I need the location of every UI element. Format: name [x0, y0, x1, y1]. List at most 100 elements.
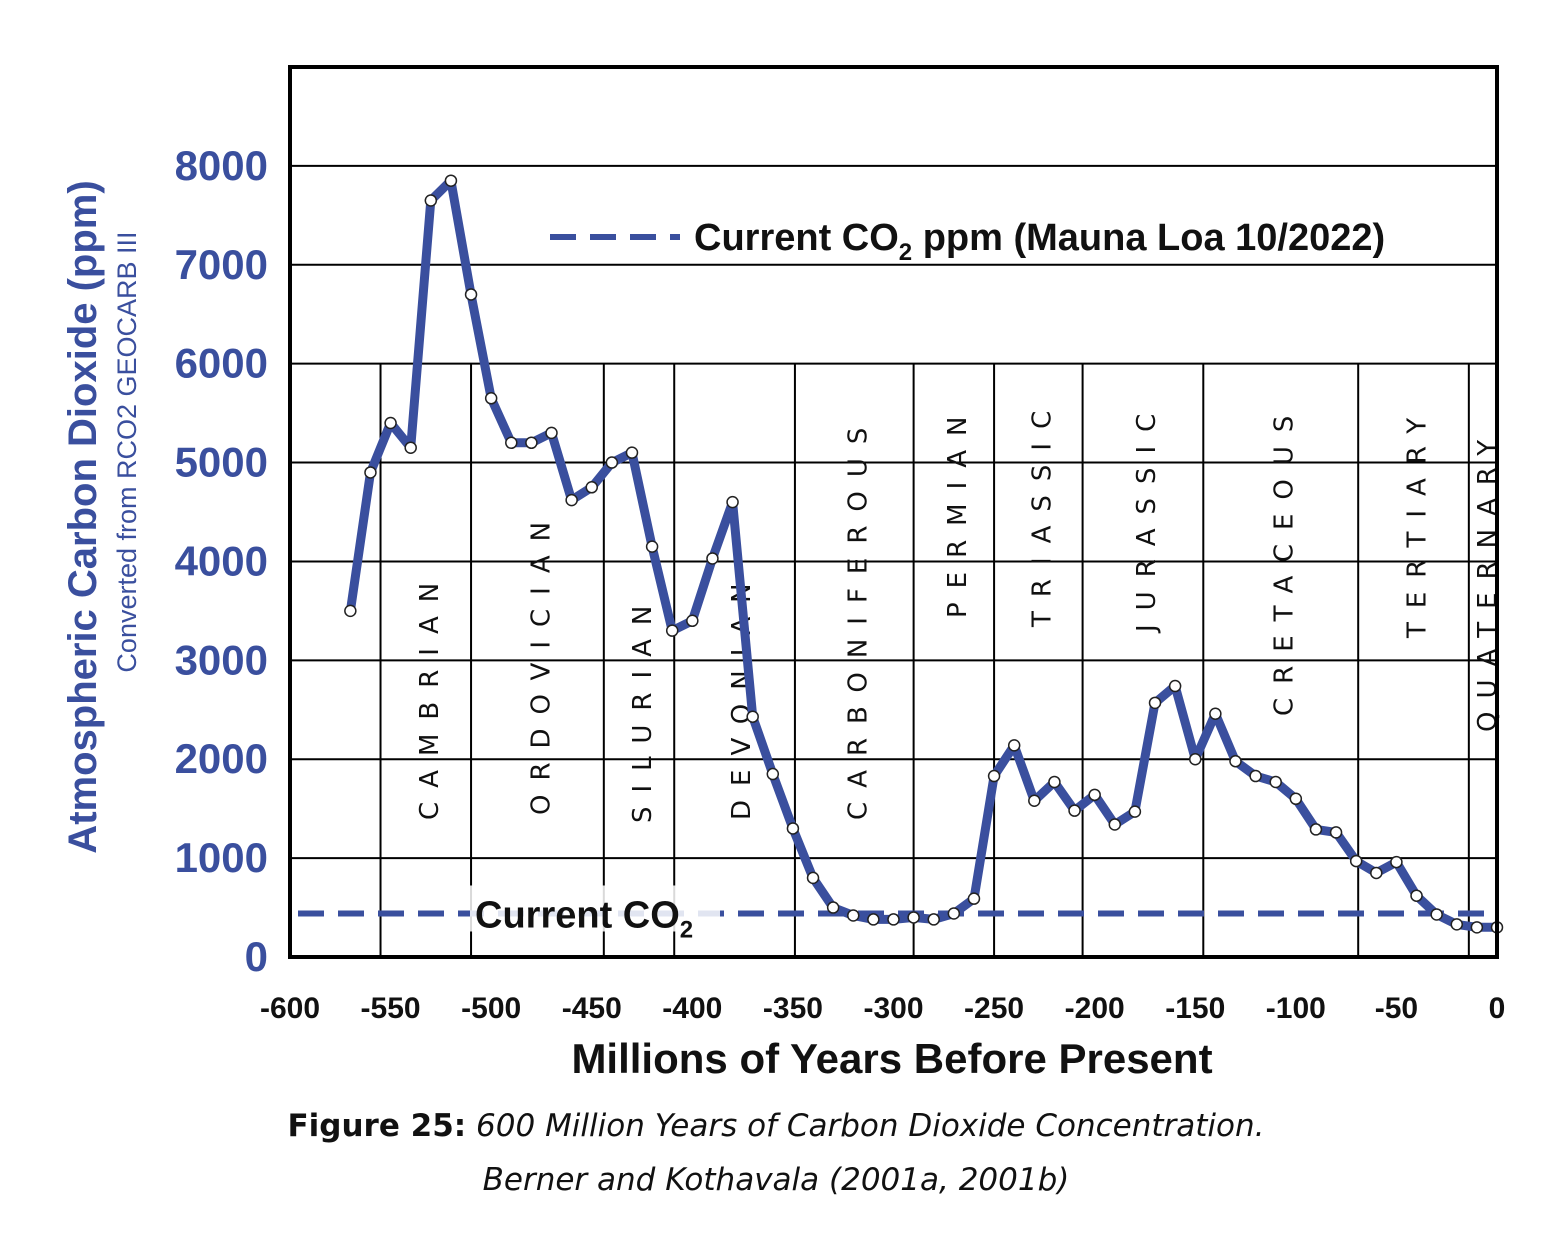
legend-label-suffix: ppm (Mauna Loa 10/2022)	[912, 217, 1385, 259]
co2-data-point	[625, 446, 639, 459]
x-tick-label: -400	[662, 992, 722, 1025]
y-tick-label: 3000	[175, 636, 268, 683]
reference-line-label: Current CO2	[475, 894, 693, 943]
period-label-jurassic: JURASSIC	[1132, 400, 1162, 634]
co2-data-point	[1128, 805, 1142, 818]
period-label-ordovician: ORDOVICIAN	[526, 508, 556, 815]
co2-data-point	[525, 436, 538, 450]
co2-data-point	[726, 495, 739, 509]
reference-layer: Current CO2	[298, 885, 1497, 943]
co2-data-point	[1470, 921, 1484, 934]
co2-data-point	[665, 624, 679, 637]
x-tick-label: 0	[1489, 992, 1506, 1025]
y-tick-label: 6000	[175, 340, 268, 387]
figure-caption-title: 600 Million Years of Carbon Dioxide Conc…	[466, 1108, 1265, 1144]
legend-label: Current CO2 ppm (Mauna Loa 10/2022)	[694, 217, 1385, 266]
plot-frame	[288, 65, 1499, 959]
co2-series-line	[345, 176, 1502, 932]
x-tick-label: -150	[1165, 992, 1225, 1025]
y-tick-label: 0	[245, 933, 268, 980]
co2-data-point	[1068, 804, 1081, 817]
co2-data-point	[1088, 788, 1101, 802]
co2-data-point	[1309, 823, 1323, 836]
period-label-carboniferous: CARBONIFEROUS	[843, 414, 873, 820]
co2-data-point	[1410, 889, 1423, 902]
co2-data-point	[907, 911, 920, 924]
x-tick-label: -600	[260, 992, 320, 1025]
y-tick-label: 5000	[175, 439, 268, 486]
co2-data-point	[1289, 792, 1303, 806]
co2-data-point	[1209, 707, 1222, 720]
figure-caption-source: Berner and Kothavala (2001a, 2001b)	[482, 1162, 1070, 1198]
co2-data-point	[1390, 855, 1403, 869]
co2-data-point	[585, 481, 598, 494]
period-label-cambrian: CAMBRIAN	[415, 569, 445, 820]
legend-label-sub: 2	[899, 239, 912, 266]
co2-data-point	[847, 909, 860, 922]
co2-data-point	[1148, 696, 1162, 710]
co2-data-point	[484, 392, 498, 405]
reference-label-backdrop	[470, 885, 720, 932]
co2-data-point	[867, 913, 880, 926]
co2-data-point	[1168, 679, 1182, 693]
co2-data-point	[1108, 818, 1122, 831]
figure-caption: Figure 25: 600 Million Years of Carbon D…	[0, 1108, 1552, 1144]
x-tick-label: -350	[763, 992, 823, 1025]
co2-data-point	[766, 767, 780, 781]
x-tick-label: -100	[1266, 992, 1326, 1025]
co2-data-point	[806, 871, 820, 885]
x-axis-label: Millions of Years Before Present	[571, 1035, 1212, 1082]
co2-data-point	[1007, 739, 1021, 752]
co2-data-point	[344, 604, 357, 618]
co2-data-point	[987, 769, 1001, 783]
co2-data-point	[967, 892, 981, 905]
co2-data-point	[1370, 866, 1383, 880]
co2-data-point	[1048, 775, 1061, 789]
co2-data-point	[1450, 918, 1464, 931]
legend-label-prefix: Current CO	[694, 217, 899, 259]
x-tick-label: -450	[562, 992, 622, 1025]
co2-data-point	[424, 194, 438, 207]
co2-data-point	[444, 174, 458, 187]
co2-data-point	[1189, 752, 1202, 766]
co2-data-point	[1349, 854, 1363, 868]
co2-data-point	[464, 288, 478, 301]
co2-data-point	[746, 710, 759, 723]
period-label-silurian: SILURIAN	[628, 592, 658, 823]
y-axis-label: Atmospheric Carbon Dioxide (ppm)	[61, 180, 105, 853]
co2-data-point	[1329, 826, 1343, 839]
co2-data-point	[645, 540, 659, 553]
co2-data-point	[1430, 908, 1443, 921]
x-tick-label: -250	[964, 992, 1024, 1025]
co2-data-point	[947, 907, 961, 920]
y-tick-label: 1000	[175, 834, 268, 881]
co2-data-point	[686, 614, 699, 628]
co2-chart: CAMBRIAN ORDOVICIAN SILURIAN DEVONIAN CARBON…	[61, 65, 1506, 1082]
y-tick-label: 8000	[175, 142, 268, 189]
period-layer: CAMBRIAN ORDOVICIAN SILURIAN DEVONIAN CARBON…	[379, 363, 1503, 957]
figure-caption-label: Figure 25:	[287, 1108, 467, 1144]
co2-data-point	[1249, 769, 1262, 783]
period-label-triassic: TRIASSIC	[1027, 397, 1057, 628]
co2-data-point	[1229, 754, 1242, 768]
co2-data-point	[887, 913, 900, 926]
x-tick-label: -550	[361, 992, 421, 1025]
axis-layer: 0 1000 2000 3000 4000 5000 6000 7000 8000 -600 -55…	[175, 142, 1506, 1025]
co2-data-point	[404, 441, 417, 454]
co2-data-point	[364, 466, 377, 479]
co2-data-point	[706, 552, 719, 565]
co2-data-point	[927, 913, 940, 926]
co2-data-point	[605, 456, 619, 469]
y-tick-label: 7000	[175, 241, 268, 288]
grid-layer	[290, 164, 1497, 860]
y-tick-label: 4000	[175, 537, 268, 584]
co2-data-point	[1269, 775, 1282, 789]
co2-data-point	[384, 416, 397, 430]
co2-data-point	[826, 901, 840, 914]
y-axis-sublabel: Converted from RCO2 GEOCARB III	[112, 231, 142, 672]
y-tick-label: 2000	[175, 735, 268, 782]
x-tick-label: -300	[863, 992, 923, 1025]
co2-data-point	[565, 493, 578, 507]
legend-layer: Current CO2 ppm (Mauna Loa 10/2022)	[550, 217, 1385, 266]
period-label-tertiary: TERTIARY	[1403, 404, 1433, 639]
